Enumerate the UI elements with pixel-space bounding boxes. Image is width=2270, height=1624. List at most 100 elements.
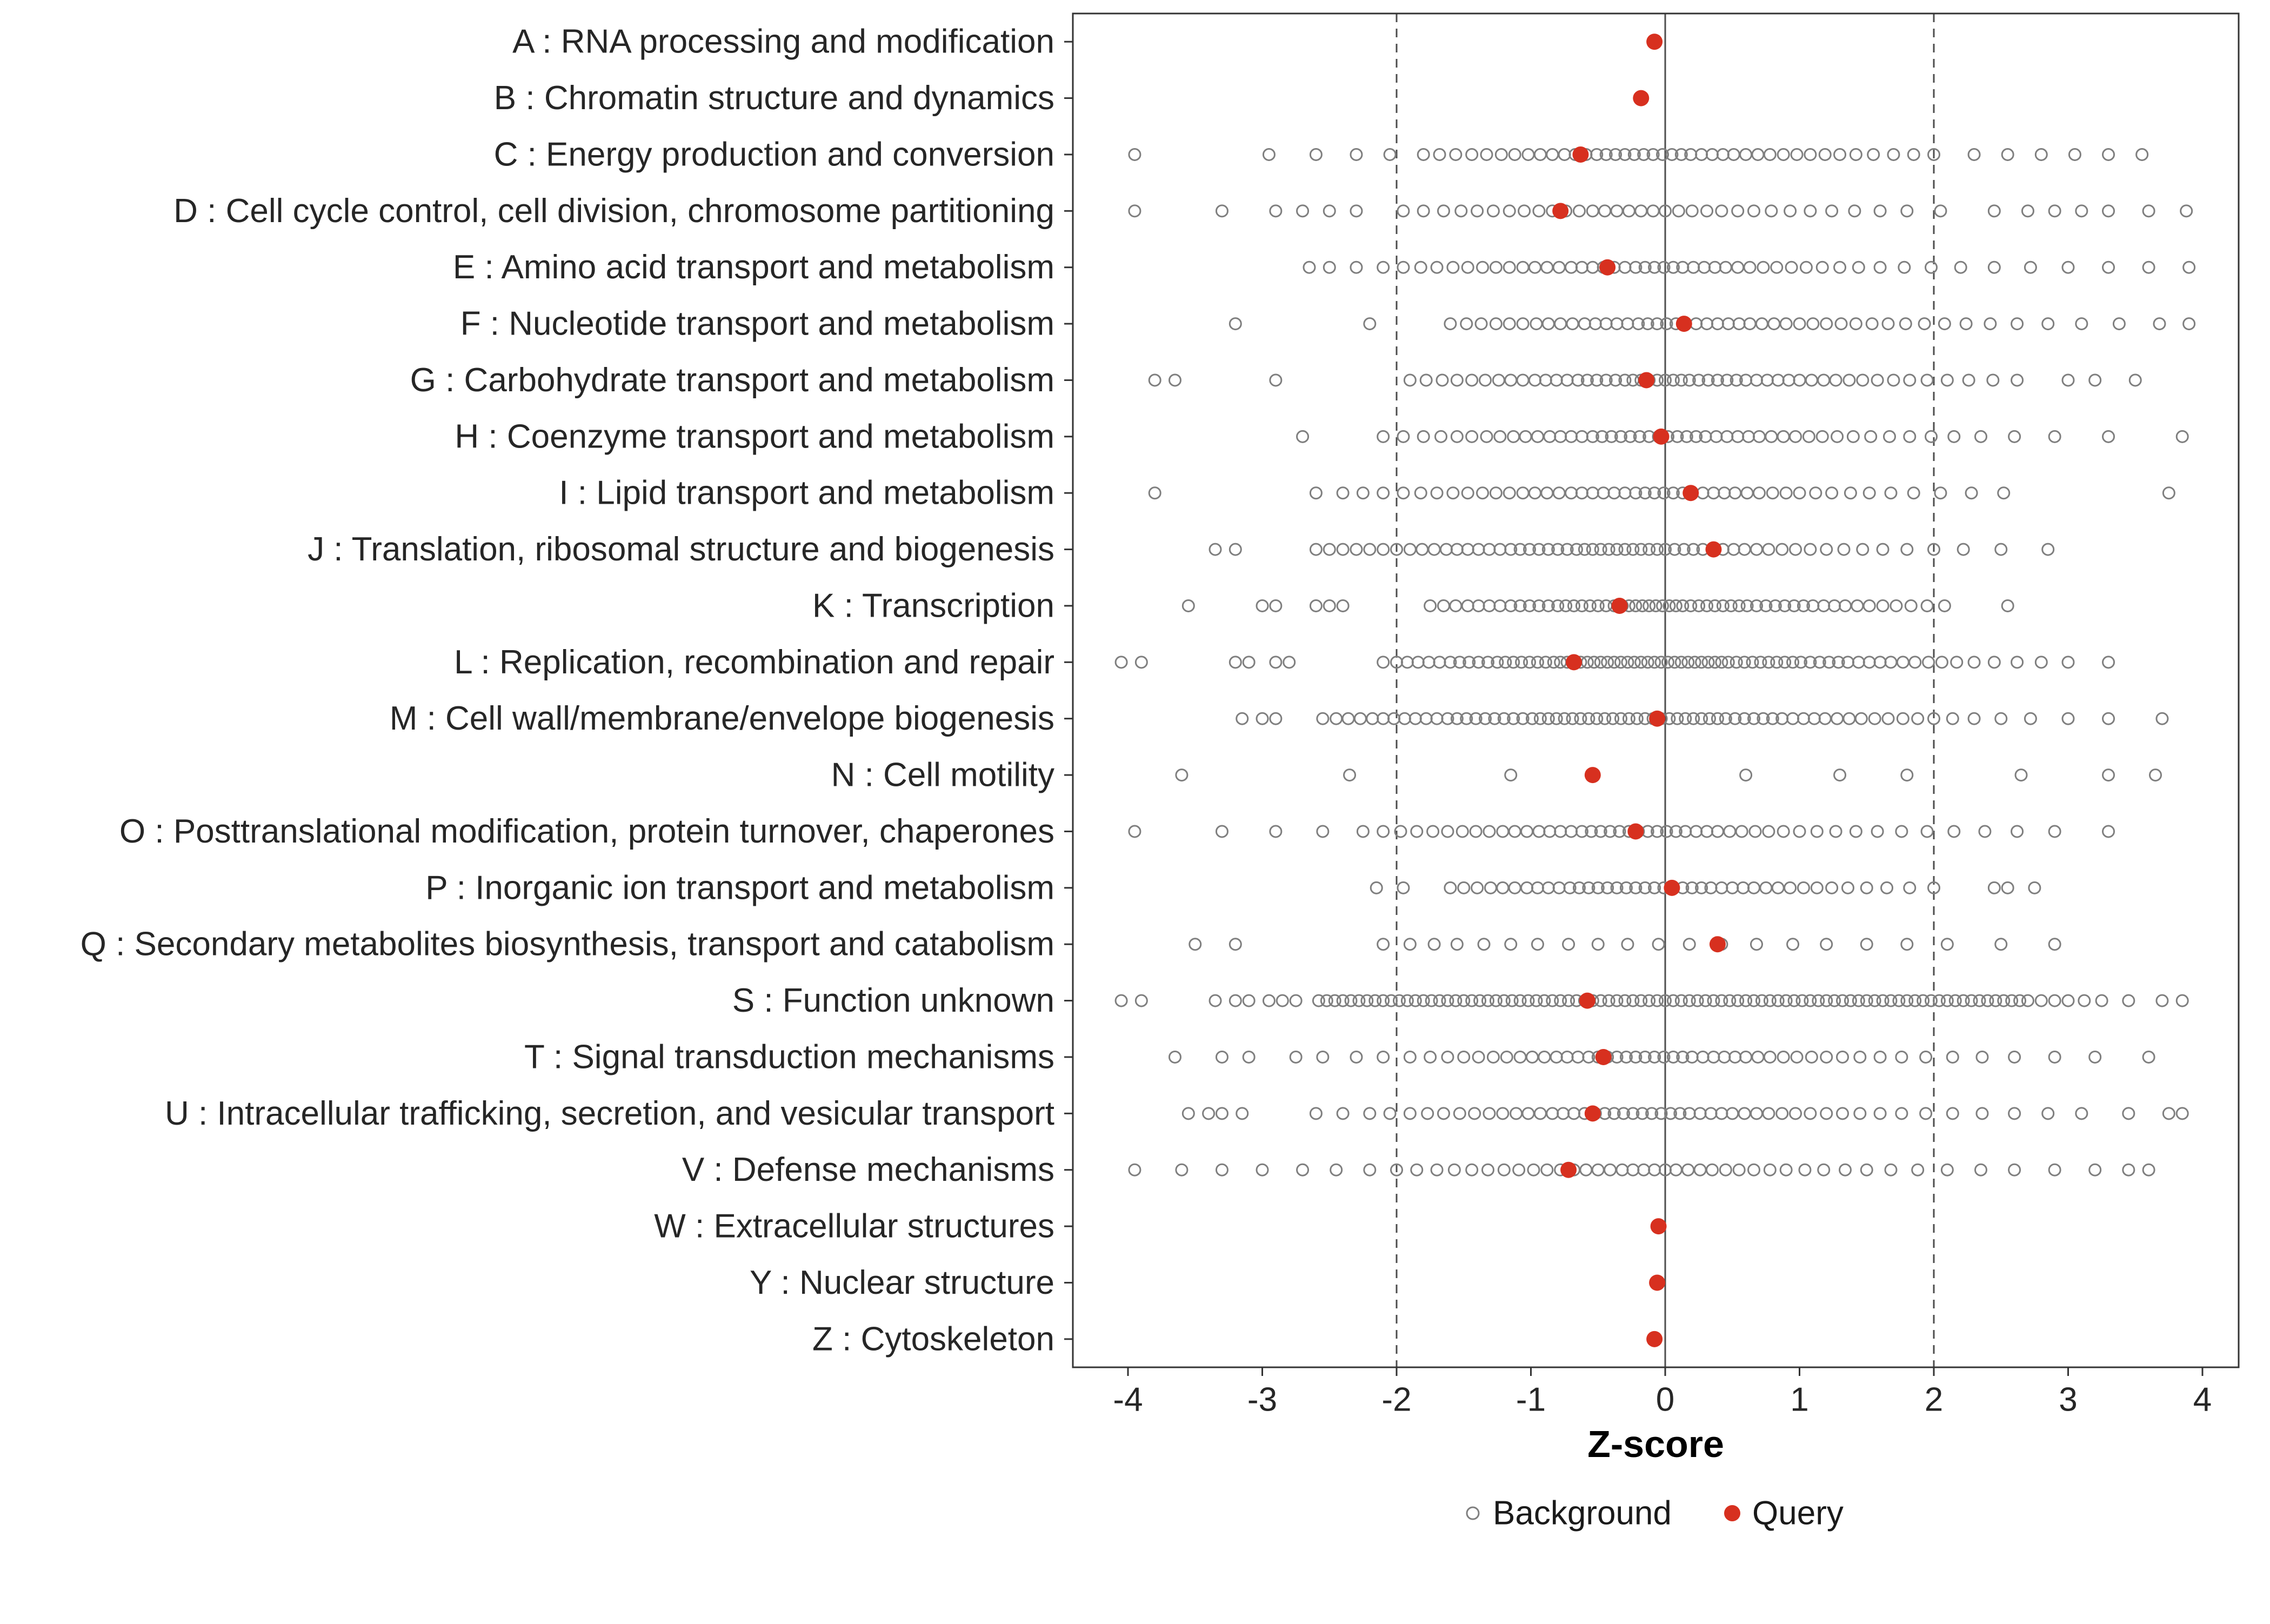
background-point — [1609, 148, 1623, 161]
background-point — [2142, 260, 2155, 274]
background-point — [1450, 938, 1464, 951]
background-point — [1690, 430, 1703, 443]
background-point — [1417, 994, 1430, 1007]
background-point — [1946, 1050, 1959, 1064]
background-point — [1397, 881, 1410, 894]
background-point — [1978, 825, 1992, 838]
background-point — [1841, 881, 1854, 894]
background-point — [1856, 373, 1870, 387]
background-point — [1465, 1163, 1479, 1177]
background-point — [1114, 994, 1128, 1007]
background-point — [1637, 148, 1651, 161]
background-point — [1392, 994, 1406, 1007]
background-point — [1296, 204, 1310, 218]
background-point — [2048, 938, 2061, 951]
background-point — [1852, 260, 1865, 274]
background-point — [1559, 599, 1573, 612]
background-point — [1779, 994, 1793, 1007]
background-point — [1837, 543, 1851, 556]
background-point — [1370, 881, 1383, 894]
background-point — [1648, 1050, 1661, 1064]
background-point — [1309, 1107, 1323, 1120]
background-point — [1128, 825, 1141, 838]
background-point — [1676, 599, 1690, 612]
background-point — [1368, 994, 1382, 1007]
background-point — [1700, 204, 1714, 218]
background-point — [1128, 204, 1141, 218]
background-point — [1410, 1163, 1424, 1177]
background-point — [1276, 994, 1289, 1007]
background-point — [1813, 656, 1826, 669]
background-point — [1747, 204, 1761, 218]
background-point — [1846, 430, 1860, 443]
background-point — [1330, 1163, 1343, 1177]
background-point — [1981, 994, 1994, 1007]
background-point — [1541, 599, 1555, 612]
background-point — [2102, 768, 2115, 782]
background-point — [1609, 373, 1623, 387]
background-point — [1708, 599, 1721, 612]
background-point — [2048, 825, 2061, 838]
background-point — [1590, 373, 1604, 387]
background-point — [1815, 260, 1829, 274]
background-point — [2008, 430, 2021, 443]
background-point — [1882, 430, 1896, 443]
background-point — [1660, 317, 1673, 331]
background-point — [1643, 599, 1656, 612]
background-point — [1871, 825, 1884, 838]
background-point — [2048, 430, 2061, 443]
background-point — [1560, 543, 1574, 556]
background-point — [1822, 656, 1836, 669]
background-point — [1483, 1107, 1496, 1120]
background-point — [1632, 317, 1645, 331]
background-point — [1508, 148, 1521, 161]
background-point — [1128, 148, 1141, 161]
background-point — [1974, 1163, 1987, 1177]
background-point — [1754, 656, 1767, 669]
background-point — [1762, 1107, 1775, 1120]
background-point — [1989, 994, 2002, 1007]
background-point — [1820, 994, 1833, 1007]
background-point — [1927, 543, 1940, 556]
background-point — [1215, 1163, 1229, 1177]
background-point — [1547, 656, 1560, 669]
background-point — [1755, 994, 1768, 1007]
background-point — [1940, 938, 1954, 951]
background-point — [1618, 994, 1632, 1007]
background-point — [1898, 260, 1911, 274]
background-point — [1997, 486, 2011, 500]
background-point — [2041, 1107, 2055, 1120]
background-point — [1168, 373, 1181, 387]
query-point — [1579, 992, 1595, 1009]
background-point — [1735, 825, 1748, 838]
category-label: M : Cell wall/membrane/envelope biogenes… — [390, 700, 1054, 737]
background-point — [1215, 1050, 1229, 1064]
background-point — [1770, 260, 1784, 274]
background-point — [1441, 825, 1454, 838]
background-point — [2175, 1107, 2189, 1120]
background-point — [1613, 825, 1626, 838]
background-point — [1720, 373, 1734, 387]
background-point — [1759, 599, 1773, 612]
background-point — [1494, 148, 1508, 161]
background-point — [1828, 994, 1841, 1007]
background-point — [1460, 317, 1473, 331]
query-point — [1675, 316, 1692, 332]
background-point — [1513, 543, 1527, 556]
background-point — [1860, 994, 1873, 1007]
background-point — [1350, 204, 1363, 218]
background-point — [1967, 712, 1981, 725]
background-point — [1648, 486, 1661, 500]
background-point — [2048, 204, 2061, 218]
background-point — [1673, 1107, 1687, 1120]
category-label: I : Lipid transport and metabolism — [559, 474, 1054, 512]
background-point — [2128, 373, 2142, 387]
background-point — [2024, 260, 2037, 274]
background-point — [2021, 204, 2034, 218]
background-point — [1457, 881, 1471, 894]
background-point — [1505, 994, 1519, 1007]
background-point — [1531, 656, 1544, 669]
background-point — [1794, 656, 1807, 669]
background-point — [1465, 994, 1479, 1007]
background-point — [1488, 712, 1501, 725]
